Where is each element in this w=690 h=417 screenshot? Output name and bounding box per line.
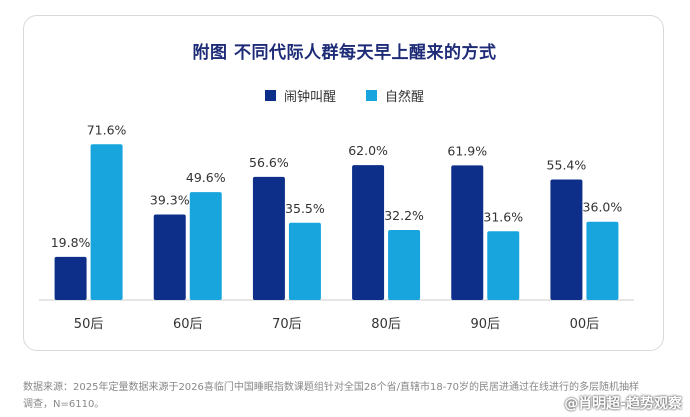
- x-tick-label-2: 70后: [272, 317, 302, 332]
- data-label-alarm-0: 19.8%: [51, 235, 91, 250]
- bar-plot: 19.8% 71.6% 50后 39.3% 49.6% 60后 56.6% 35.5% 70后 6…: [39, 122, 634, 332]
- bar-natural-5: [586, 221, 619, 300]
- data-label-natural-0: 71.6%: [87, 122, 127, 137]
- legend-swatch-alarm: [264, 90, 276, 101]
- bar-alarm-4: [451, 165, 484, 300]
- legend: 闹钟叫醒 自然醒: [24, 86, 665, 105]
- watermark: @肖明超-趋势观察: [564, 396, 682, 412]
- x-tick-label-1: 60后: [173, 317, 203, 332]
- bar-alarm-2: [252, 176, 285, 300]
- chart-title: 附图 不同代际人群每天早上醒来的方式: [192, 43, 497, 63]
- bar-natural-3: [388, 229, 421, 300]
- data-label-natural-5: 36.0%: [583, 200, 623, 215]
- x-tick-label-3: 80后: [371, 317, 401, 332]
- x-tick-label-5: 00后: [570, 317, 600, 332]
- bar-alarm-3: [352, 165, 385, 300]
- bar-natural-4: [487, 231, 520, 300]
- footnote-line-1: 数据来源：2025年定量数据来源于2026喜临门中国睡眠指数课题组针对全国28个…: [23, 382, 640, 393]
- data-label-natural-2: 35.5%: [285, 201, 325, 216]
- footnote-line-2: 调查，N=6110。: [23, 399, 105, 410]
- data-label-natural-1: 49.6%: [186, 170, 226, 185]
- bar-alarm-5: [550, 179, 583, 300]
- legend-item-natural: 自然醒: [366, 86, 424, 105]
- x-tick-label-0: 50后: [74, 317, 104, 332]
- data-label-alarm-1: 39.3%: [150, 193, 190, 208]
- footnote: 数据来源：2025年定量数据来源于2026喜临门中国睡眠指数课题组针对全国28个…: [23, 379, 683, 413]
- chart-card: 附图 不同代际人群每天早上醒来的方式 闹钟叫醒 自然醒 19.8% 71.6% 50…: [23, 15, 664, 351]
- x-tick-label-4: 90后: [470, 317, 500, 332]
- data-label-alarm-3: 62.0%: [348, 143, 388, 158]
- data-label-natural-3: 32.2%: [384, 208, 424, 223]
- data-label-alarm-5: 55.4%: [547, 158, 587, 173]
- data-label-natural-4: 31.6%: [483, 209, 523, 224]
- bar-natural-2: [288, 222, 321, 300]
- bar-alarm-1: [153, 214, 186, 300]
- data-label-alarm-4: 61.9%: [447, 143, 487, 158]
- data-label-alarm-2: 56.6%: [249, 155, 289, 170]
- bar-alarm-0: [54, 256, 87, 300]
- legend-item-alarm: 闹钟叫醒: [264, 86, 336, 105]
- legend-label-natural: 自然醒: [385, 90, 425, 105]
- legend-swatch-natural: [366, 90, 377, 101]
- legend-label-alarm: 闹钟叫醒: [283, 90, 336, 105]
- bar-natural-0: [90, 144, 123, 300]
- bar-natural-1: [189, 192, 222, 300]
